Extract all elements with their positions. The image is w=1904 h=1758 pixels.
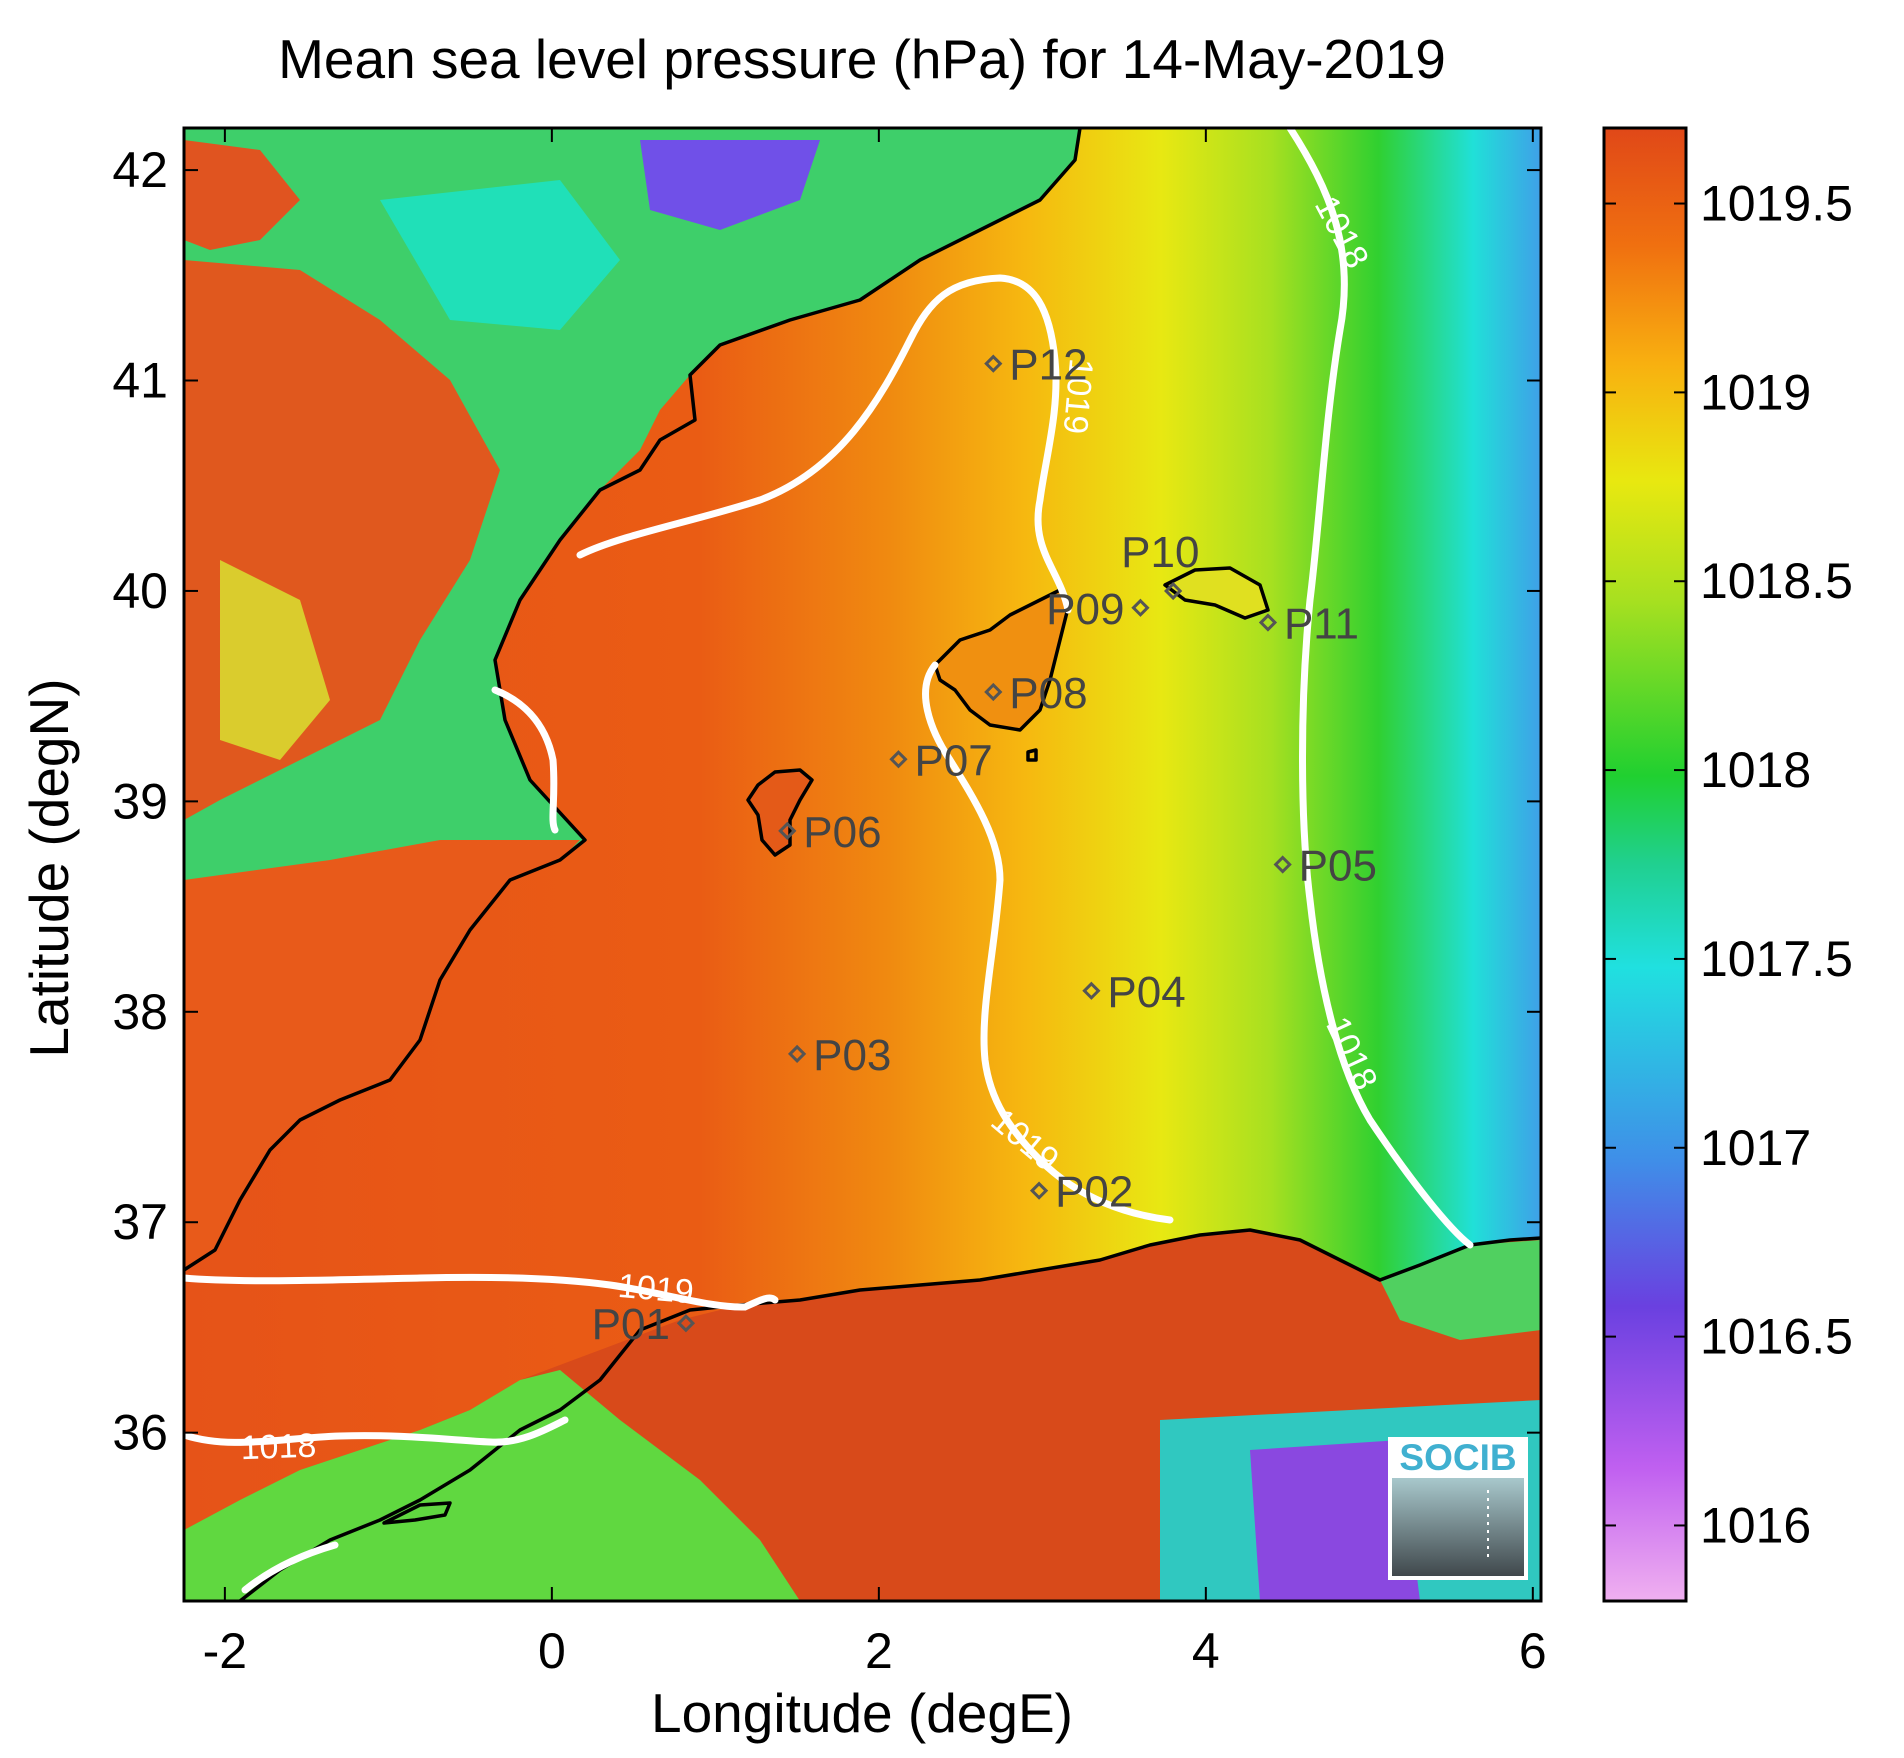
contour-1018-southwest-tail [241,1541,339,1594]
land-africa-east-purple [1250,1440,1420,1601]
station-p10[interactable]: P10 [1121,528,1199,601]
island-mallorca [935,590,1070,730]
station-label: P05 [1299,842,1377,891]
land-ebro-valley [380,180,620,330]
island-menorca [1165,568,1268,618]
station-p02[interactable]: P02 [1029,1168,1133,1217]
coastline-north-africa [238,1228,1541,1601]
contour-1019-main [576,274,1072,614]
socib-logo: SOCIB [1388,1437,1528,1580]
colorbar-tick-label: 1017.5 [1700,931,1853,987]
station-label: P08 [1009,669,1087,718]
contour-label: 1018 [240,1427,317,1468]
socib-logo-text: SOCIB [1399,1437,1516,1478]
station-label: P02 [1055,1168,1133,1217]
station-marker [1164,581,1183,601]
station-label: P12 [1009,341,1087,390]
map-frame [182,126,1543,1603]
station-marker [787,1044,807,1064]
y-axis: 36 37 38 39 40 41 42 [112,142,1541,1461]
coastline-iberia [184,128,1082,1272]
coastline-mallorca [933,588,1072,732]
x-tick-label: 0 [538,1623,566,1679]
land-iberia-south-high [184,840,580,1270]
colorbar-tick-label: 1019 [1700,364,1811,420]
y-tick-label: 41 [112,353,168,409]
pressure-contours [184,128,1474,1594]
station-marker [984,354,1003,373]
station-label: P07 [914,736,992,785]
coastlines [184,128,1541,1601]
station-p07[interactable]: P07 [889,736,993,785]
x-axis-label: Longitude (degE) [651,1682,1073,1744]
station-marker [1131,598,1150,617]
island-ibiza [748,770,812,855]
stations: P01 P02 P03 P04 P05 P06 P07 P08 P09 P10 P11 P12 [592,341,1377,1350]
land-iberia-north-high [184,140,300,250]
station-marker [778,821,797,840]
station-p05[interactable]: P05 [1273,842,1377,891]
colorbar: 1016 1016.5 1017 1017.5 1018 1018.5 1019 1019.5 [1602,126,1853,1603]
y-tick-label: 39 [112,773,168,829]
contour-1018-east [1286,128,1474,1249]
coastline-alboran-island [382,1501,452,1525]
coastline-ibiza [746,768,814,857]
coastline-cabrera [1026,748,1038,762]
colorbar-tick-label: 1019.5 [1700,176,1853,232]
station-label: P09 [1046,585,1124,634]
station-p04[interactable]: P04 [1082,968,1186,1017]
y-tick-label: 40 [112,563,168,619]
station-marker [1273,855,1292,874]
station-label: P03 [813,1031,891,1080]
x-tick-label: 6 [1519,1623,1547,1679]
contour-1019-central [922,661,1174,1224]
land-pyrenees-low [640,140,820,230]
station-marker [1258,613,1278,632]
colorbar-tick-label: 1016.5 [1700,1309,1853,1365]
land-iberia-plateau [220,560,330,760]
station-label: P06 [803,808,881,857]
station-marker [889,750,908,769]
station-marker [676,1314,696,1333]
contour-label: 1019 [1056,357,1100,436]
station-label: P10 [1121,528,1199,577]
station-label: P01 [592,1300,670,1349]
y-tick-label: 36 [112,1405,168,1461]
y-axis-label: Latitude (degN) [18,678,80,1057]
chart-title: Mean sea level pressure (hPa) for 14-May… [278,28,1446,90]
contour-1019-south [184,1273,779,1311]
x-tick-label: 4 [1192,1623,1220,1679]
station-marker [1029,1181,1049,1200]
colorbar-tick-label: 1018 [1700,742,1811,798]
x-tick-label: -2 [203,1623,247,1679]
colorbar-ticks: 1016 1016.5 1017 1017.5 1018 1018.5 1019 1019.5 [1604,176,1853,1553]
station-marker [984,682,1003,702]
station-p09[interactable]: P09 [1046,585,1150,634]
station-p03[interactable]: P03 [787,1031,891,1080]
y-tick-label: 38 [112,984,168,1040]
x-tick-label: 2 [865,1623,893,1679]
y-tick-label: 42 [112,142,168,198]
y-tick-label: 37 [112,1194,168,1250]
colorbar-tick-label: 1017 [1700,1120,1811,1176]
coastline-menorca [1163,566,1270,620]
contour-label: 1019 [616,1267,695,1311]
contour-1018-southwest [184,1416,569,1446]
station-p11[interactable]: P11 [1258,600,1359,649]
station-marker [1082,981,1101,1000]
station-p12[interactable]: P12 [984,341,1088,390]
station-label: P11 [1284,600,1359,649]
x-axis: -2 0 2 4 6 [203,128,1547,1679]
station-p01[interactable]: P01 [592,1300,696,1349]
colorbar-tick-label: 1016 [1700,1497,1811,1553]
station-p08[interactable]: P08 [984,669,1088,718]
contour-1019-west [491,686,559,834]
station-label: P04 [1107,968,1185,1017]
station-p06[interactable]: P06 [778,808,882,857]
colorbar-tick-label: 1018.5 [1700,553,1853,609]
colorbar-gradient [1602,126,1688,1603]
